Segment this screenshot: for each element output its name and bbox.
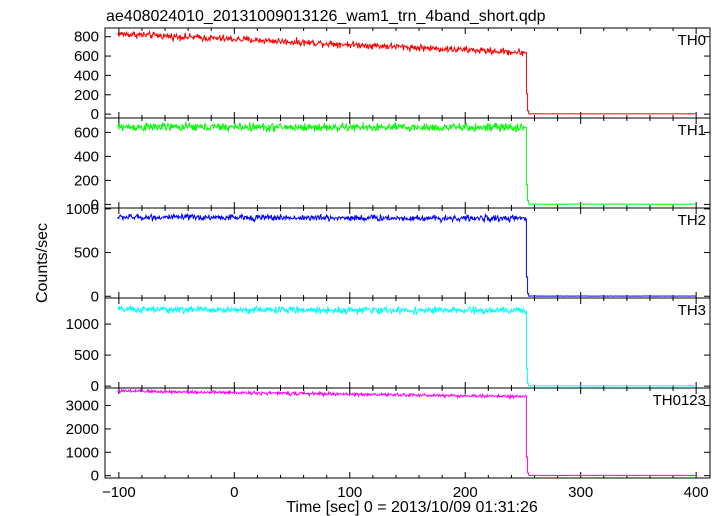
panels-group: 0 200 400 600 800 TH0 0 200 400 600 TH1 0 500 1000 TH2… [66, 27, 711, 485]
y-tick-label: 2000 [66, 421, 99, 438]
y-tick-label: 0 [91, 378, 99, 395]
panel-label: TH1 [678, 122, 706, 139]
panel-label: TH2 [678, 212, 706, 229]
panel-label: TH0123 [653, 392, 706, 409]
x-tick-label: 300 [568, 484, 593, 501]
series-line-th3 [117, 304, 697, 387]
panel-th1: 0 200 400 600 TH1 [74, 117, 711, 213]
y-tick-label: 0 [91, 196, 99, 213]
series-line-th0 [117, 29, 697, 115]
series-line-th1 [117, 121, 697, 205]
chart-title: ae408024010_20131009013126_wam1_trn_4ban… [106, 8, 546, 25]
series-line-th2 [117, 212, 697, 297]
panel-label: TH3 [678, 302, 706, 319]
y-tick-label: 0 [91, 468, 99, 485]
panel-th0: 0 200 400 600 800 TH0 [74, 27, 711, 123]
x-axis-label: Time [sec] 0 = 2013/10/09 01:31:26 [286, 499, 538, 516]
y-tick-label: 500 [74, 245, 99, 262]
y-tick-label: 500 [74, 347, 99, 364]
y-tick-label: 1000 [66, 201, 99, 218]
x-tick-label: 400 [684, 484, 709, 501]
panel-th3: 0 500 1000 TH3 [66, 297, 711, 395]
y-tick-label: 800 [74, 29, 99, 46]
panel-th2: 0 500 1000 TH2 [66, 201, 711, 305]
y-tick-label: 600 [74, 124, 99, 141]
x-tick-label: 0 [230, 484, 238, 501]
panel-frame [104, 27, 711, 119]
y-tick-label: 3000 [66, 398, 99, 415]
x-tick-label: 200 [453, 484, 478, 501]
y-tick-label: 200 [74, 172, 99, 189]
y-tick-label: 600 [74, 48, 99, 65]
y-tick-label: 1000 [66, 316, 99, 333]
series-line-th0123 [117, 387, 697, 476]
panel-frame [104, 387, 711, 479]
x-tick-label: −100 [102, 484, 136, 501]
y-tick-label: 400 [74, 67, 99, 84]
panel-frame [104, 117, 711, 209]
y-tick-label: 1000 [66, 444, 99, 461]
panel-th0123: 0 1000 2000 3000 TH0123 [66, 387, 711, 485]
y-tick-label: 400 [74, 148, 99, 165]
y-tick-label: 0 [91, 288, 99, 305]
y-axis-label: Counts/sec [34, 223, 51, 303]
y-tick-label: 200 [74, 87, 99, 104]
x-tick-label: 100 [337, 484, 362, 501]
y-tick-label: 0 [91, 106, 99, 123]
panel-frame [104, 207, 711, 299]
x-tick-labels: −100 0 100 200 300 400 [102, 484, 709, 501]
panel-label: TH0 [678, 32, 706, 49]
